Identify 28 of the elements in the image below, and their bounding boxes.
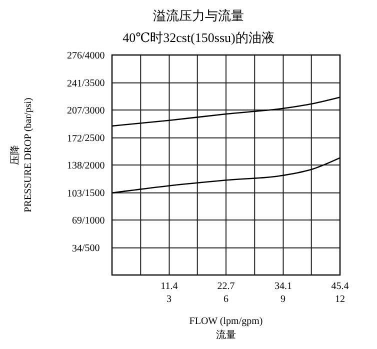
y2-tick-label: /1000 <box>82 216 105 226</box>
y-tick-label: 207 <box>67 106 82 116</box>
x-tick-label: 22.7 <box>217 281 235 292</box>
x2-tick-label: 6 <box>224 294 228 305</box>
y-tick-label: 103 <box>67 188 82 200</box>
y-axis-title: 压降 PRESSURE DROP (bar/psi) <box>9 98 34 212</box>
x2-tick-label: 12 <box>335 294 345 305</box>
x-tick-label: 11.4 <box>160 281 178 292</box>
y-tick-label: 276 <box>67 50 82 62</box>
y2-tick-label: /1500 <box>82 188 105 199</box>
x2-tick-label: 3 <box>166 294 172 305</box>
y-tick-label: 34 <box>72 243 82 254</box>
y2-tick-label: /2000 <box>82 160 105 172</box>
y-tick-label: 138 <box>67 160 82 172</box>
chart-subtitle: 40℃时32cst(150ssu)的油液 <box>122 30 274 45</box>
y2-tick-label: /500 <box>82 243 100 254</box>
x-tick-label: 45.4 <box>331 281 349 292</box>
y2-tick-label: /3500 <box>82 78 105 89</box>
x2-tick-label: 9 <box>280 294 286 305</box>
y-tick-label: 172 <box>67 133 82 144</box>
y-tick-label: 69 <box>72 216 82 226</box>
chart-title: 溢流压力与流量 <box>153 8 244 23</box>
y2-tick-label: /4000 <box>82 50 105 62</box>
y2-tick-label: /3000 <box>82 106 105 116</box>
x-axis-title: FLOW (lpm/gpm) 流量 <box>189 316 263 341</box>
y2-tick-label: /2500 <box>82 133 105 144</box>
x-tick-label: 34.1 <box>274 281 292 292</box>
y-tick-label: 241 <box>67 78 82 90</box>
